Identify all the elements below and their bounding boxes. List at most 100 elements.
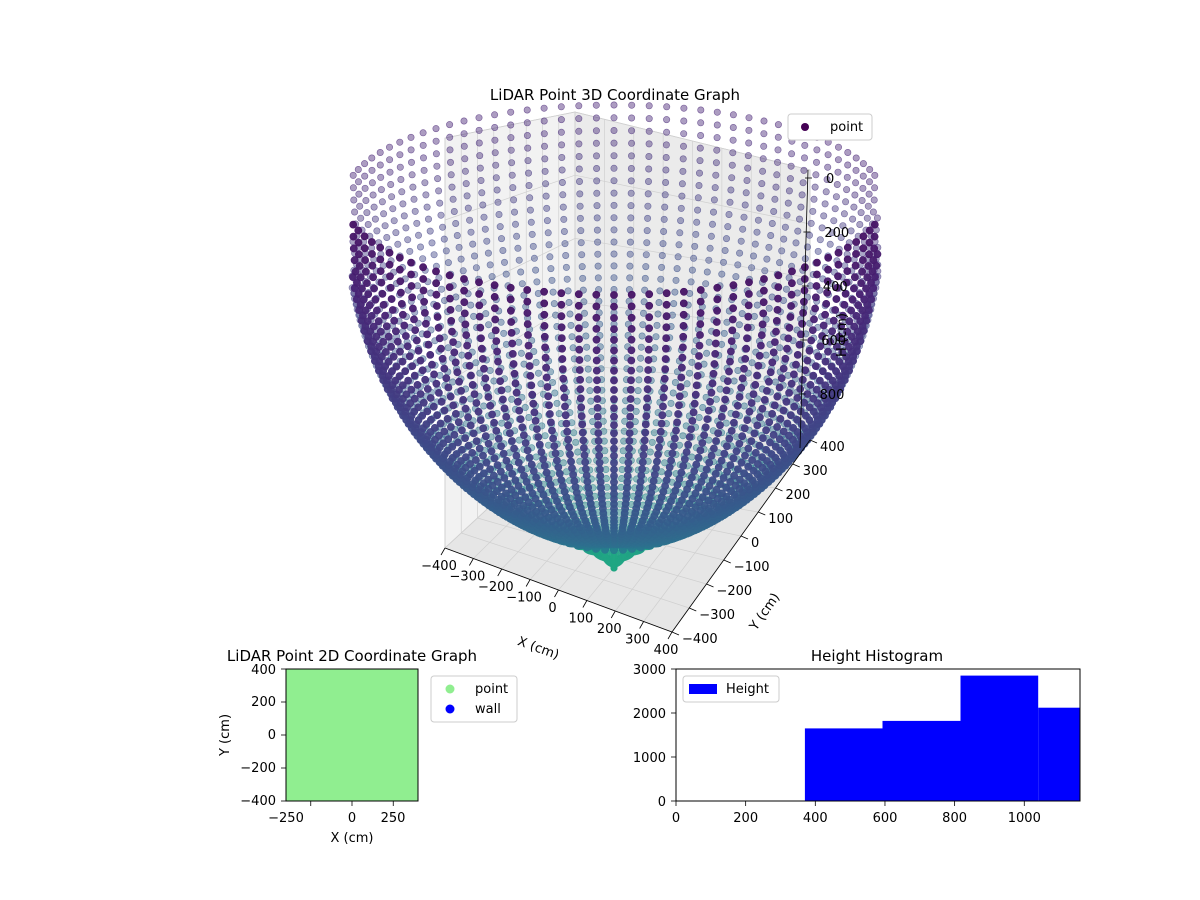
- 3d-data-point: [355, 190, 363, 198]
- chart-2d: LiDAR Point 2D Coordinate Graph −250 0 2…: [218, 647, 518, 846]
- 3d-data-point: [506, 306, 515, 315]
- hist-x-tick-label: 600: [873, 811, 898, 826]
- 3d-data-point: [558, 179, 566, 187]
- 3d-data-point: [364, 221, 372, 229]
- 3d-data-point: [728, 174, 736, 182]
- 3d-data-point: [498, 419, 506, 427]
- 3d-data-point: [440, 406, 449, 415]
- 2d-y-tick-label: 200: [251, 695, 276, 710]
- 3d-data-point: [469, 240, 477, 248]
- 3d-data-point: [645, 324, 653, 333]
- 3d-data-point: [497, 386, 506, 395]
- 3d-data-point: [583, 343, 591, 351]
- 3d-data-point: [575, 127, 583, 135]
- 3d-data-point: [677, 217, 685, 225]
- 3d-data-point: [760, 286, 768, 295]
- 3d-data-point: [642, 403, 651, 412]
- 3d-data-point: [391, 327, 400, 336]
- 3d-data-point: [377, 173, 385, 181]
- 3d-data-point: [477, 344, 486, 353]
- 3d-data-point: [482, 383, 491, 392]
- 3d-data-point: [490, 292, 499, 301]
- 3d-data-point: [811, 304, 819, 313]
- 3d-data-point: [737, 458, 746, 467]
- 3d-data-point: [502, 456, 511, 465]
- 3d-data-point: [749, 390, 758, 398]
- 3d-data-point: [643, 239, 651, 247]
- 3d-data-point: [637, 343, 645, 351]
- 3d-data-point: [408, 171, 416, 179]
- 3d-data-point: [475, 444, 484, 453]
- 3d-data-point: [440, 235, 448, 243]
- 3d-data-point: [828, 229, 836, 237]
- 3d-data-point: [662, 312, 671, 321]
- 3d-data-point: [540, 130, 548, 138]
- 3d-data-point: [652, 464, 660, 473]
- 3d-data-point: [624, 465, 632, 474]
- 3d-data-point: [610, 356, 618, 365]
- 3d-data-point: [544, 392, 553, 401]
- 3d-data-point: [745, 139, 753, 147]
- 3d-data-point: [361, 184, 369, 192]
- 3d-data-point: [551, 389, 559, 397]
- 3d-data-point: [729, 292, 738, 301]
- 3d-data-point: [713, 295, 722, 304]
- 3d-data-point: [436, 419, 445, 428]
- 3d-data-point: [507, 108, 515, 116]
- 3d-data-point: [708, 476, 717, 484]
- 3d-data-point: [805, 231, 813, 239]
- 3d-data-point: [376, 255, 385, 264]
- 3d-data-point: [729, 124, 737, 132]
- 3d-data-point: [444, 259, 452, 267]
- 3d-data-point: [754, 361, 763, 370]
- 3d-data-point: [503, 480, 512, 488]
- 3d-data-point: [558, 166, 566, 174]
- 3d-data-point: [671, 288, 679, 296]
- 3d-data-point: [801, 411, 810, 420]
- 3d-data-point: [583, 354, 591, 362]
- 3d-data-point: [690, 467, 699, 475]
- 3d-data-point: [493, 186, 501, 194]
- 3d-data-point: [397, 299, 406, 308]
- 3d-data-point: [781, 354, 790, 363]
- 3d-data-point: [533, 278, 541, 286]
- 3d-data-point: [843, 255, 852, 264]
- 3d-data-point: [692, 460, 701, 469]
- 3d-data-point: [480, 402, 488, 410]
- 3d-data-point: [628, 101, 636, 109]
- 3d-data-point: [401, 367, 410, 376]
- 3d-data-point: [843, 327, 852, 336]
- 3d-data-point: [646, 448, 654, 456]
- 3d-chart-title: LiDAR Point 3D Coordinate Graph: [490, 86, 740, 104]
- 3d-data-point: [741, 451, 749, 460]
- 3d-data-point: [664, 469, 673, 478]
- 3d-data-point: [510, 196, 518, 204]
- 3d-data-point: [350, 256, 359, 265]
- 3d-data-point: [758, 404, 767, 413]
- 3d-data-point: [433, 313, 442, 321]
- 3d-data-point: [436, 199, 444, 207]
- 3d-data-point: [808, 326, 817, 334]
- 3d-data-point: [673, 265, 681, 273]
- 3d-data-point: [834, 168, 842, 176]
- 3d-data-point: [490, 304, 499, 313]
- 3d-data-point: [568, 464, 576, 473]
- 3d-data-point: [741, 354, 750, 363]
- hist-x-tick-label: 1000: [1008, 811, 1041, 826]
- 3d-data-point: [525, 362, 534, 370]
- 3d-data-point: [636, 365, 644, 373]
- 3d-data-point: [407, 282, 416, 290]
- 3d-data-point: [760, 142, 768, 150]
- 3d-data-point: [518, 280, 526, 288]
- 3d-data-point: [418, 411, 427, 420]
- 3d-data-point: [714, 429, 722, 438]
- 3d-data-point: [488, 273, 496, 281]
- 3d-data-point: [459, 267, 467, 275]
- 3d-data-point: [446, 305, 455, 314]
- 3d-data-point: [580, 444, 588, 452]
- hist-legend-swatch-height: [689, 684, 717, 694]
- 3d-data-point: [697, 119, 705, 127]
- 3d-data-point: [698, 439, 707, 447]
- 3d-data-point: [713, 121, 721, 129]
- 3d-data-point: [795, 215, 803, 223]
